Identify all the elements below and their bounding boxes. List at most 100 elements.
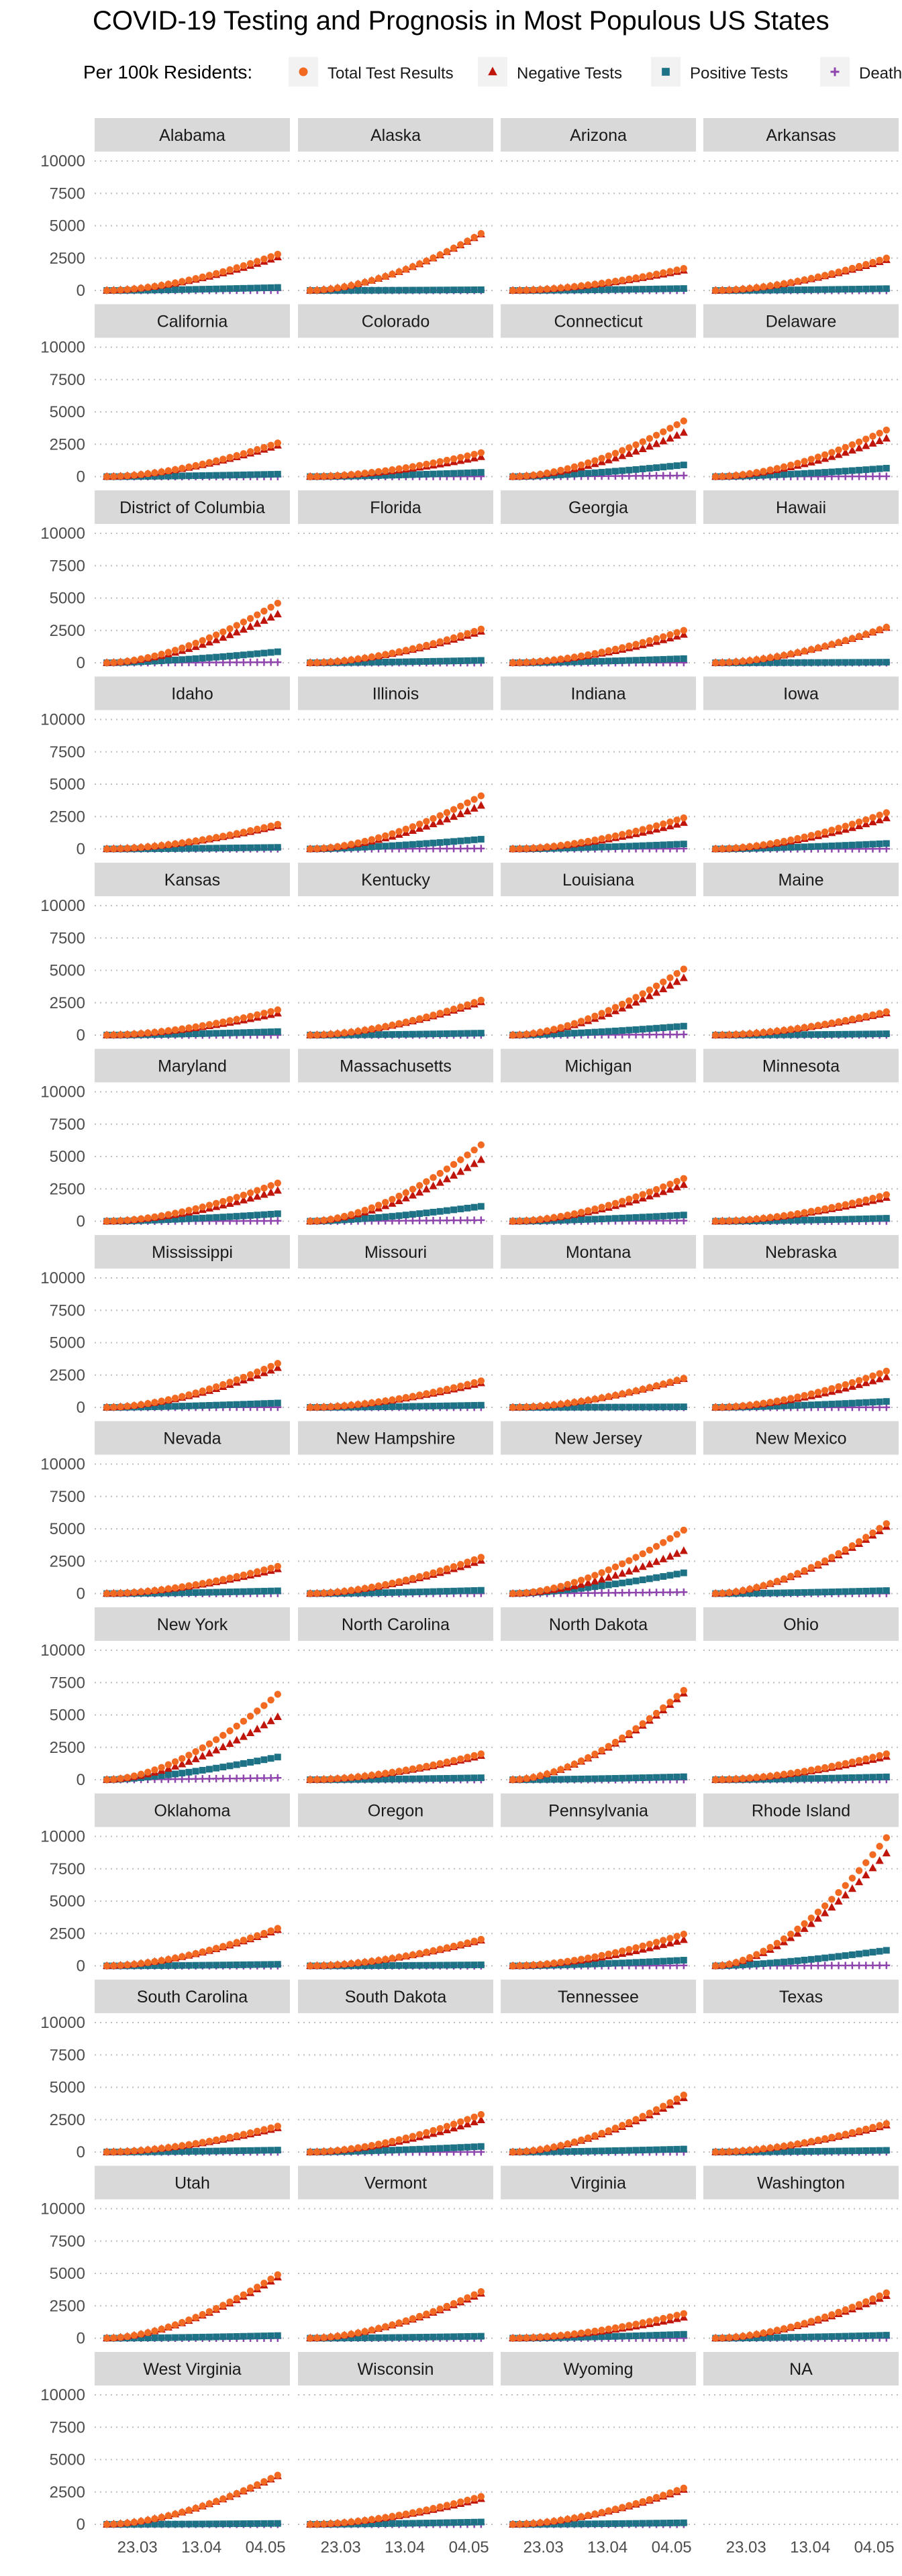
positive-point [185, 845, 193, 852]
total-point [862, 1012, 870, 1020]
total-point [137, 471, 145, 478]
y-tick-label: 0 [77, 468, 85, 486]
total-point [171, 840, 179, 847]
positive-point [612, 2147, 619, 2154]
positive-point [219, 1214, 227, 1221]
positive-point [267, 1755, 274, 1762]
positive-point [247, 471, 254, 478]
positive-point [247, 284, 254, 292]
total-point [409, 1393, 417, 1400]
total-point [564, 1212, 571, 1219]
positive-point [457, 286, 464, 294]
total-point [577, 282, 585, 290]
positive-point [430, 470, 437, 478]
total-point [430, 1011, 437, 1019]
positive-point [470, 469, 478, 476]
positive-point [835, 1588, 842, 1595]
total-point [666, 974, 674, 981]
total-point [828, 1762, 836, 1770]
facet-strip [298, 1607, 493, 1641]
total-point [835, 1761, 842, 1769]
positive-point [862, 1949, 870, 1957]
total-point [719, 1218, 726, 1225]
total-point [842, 1882, 849, 1889]
total-point [550, 1584, 558, 1592]
total-point [470, 1146, 478, 1154]
positive-point [267, 1587, 274, 1595]
positive-point [666, 2146, 674, 2153]
positive-point [254, 1961, 261, 1968]
total-point [536, 286, 544, 293]
negative-point [246, 622, 255, 630]
total-point [340, 1960, 348, 1968]
total-point [430, 2127, 437, 2135]
total-point [605, 1566, 612, 1574]
positive-point [848, 1216, 856, 1223]
positive-point [416, 841, 423, 848]
total-point [753, 2146, 760, 2153]
positive-point [653, 1403, 660, 1411]
deaths-point [652, 1589, 660, 1597]
total-point [557, 1400, 564, 1408]
total-point [639, 2112, 646, 2120]
total-point [151, 1028, 158, 1036]
total-point [457, 1382, 464, 1390]
total-point [766, 840, 774, 847]
facet-label: Arkansas [766, 126, 836, 145]
facet-label: Ohio [783, 1615, 819, 1634]
total-point [415, 1391, 423, 1399]
legend-item: Negative Tests [478, 57, 622, 87]
positive-point [185, 655, 193, 663]
positive-point [570, 658, 578, 665]
total-point [246, 614, 254, 623]
positive-point [876, 465, 883, 472]
y-tick-label: 5000 [50, 962, 85, 980]
positive-point [801, 286, 808, 293]
positive-point [382, 472, 389, 479]
total-point [246, 1012, 254, 1020]
positive-point [821, 1589, 829, 1596]
positive-point [416, 1403, 423, 1410]
total-point [585, 1754, 592, 1762]
positive-point [477, 1774, 485, 1782]
positive-point [680, 2145, 687, 2153]
total-point [443, 1165, 451, 1173]
total-point [477, 1554, 485, 1561]
total-point [739, 471, 747, 478]
total-point [577, 2136, 585, 2144]
deaths-point [868, 472, 876, 480]
total-point [348, 656, 355, 663]
total-point [801, 1920, 808, 1927]
total-point [436, 1169, 444, 1177]
deaths-point [415, 1217, 423, 1225]
total-point [862, 1375, 870, 1382]
positive-point [862, 841, 870, 848]
total-point [842, 822, 849, 830]
deaths-point [883, 1403, 891, 1411]
total-point [509, 1218, 517, 1225]
total-point [801, 276, 808, 284]
facet-label: Oregon [368, 1802, 423, 1821]
total-point [327, 1216, 334, 1223]
negative-point [828, 1902, 836, 1911]
total-point [423, 460, 430, 468]
total-point [192, 1389, 199, 1397]
facet-label: Maine [778, 871, 823, 890]
total-point [639, 1191, 646, 1198]
total-point [219, 628, 227, 636]
total-point [550, 468, 558, 476]
facet-label: Kansas [164, 871, 220, 890]
positive-point [470, 286, 478, 293]
total-point [821, 1764, 829, 1772]
total-point [192, 1748, 199, 1756]
total-point [450, 634, 458, 641]
total-point [516, 1589, 523, 1597]
total-point [450, 244, 458, 252]
total-point [753, 1215, 760, 1223]
total-point [443, 456, 451, 464]
total-point [516, 1031, 523, 1038]
positive-point [409, 1403, 416, 1410]
positive-point [646, 1403, 653, 1411]
positive-point [436, 1962, 444, 1969]
